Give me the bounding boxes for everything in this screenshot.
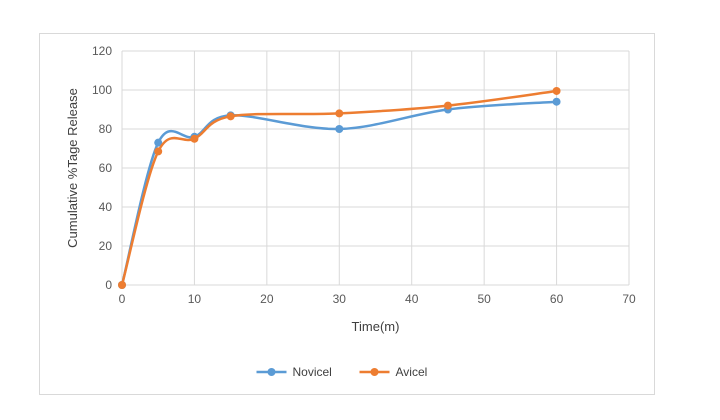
data-point-avicel-4 [335,109,344,118]
x-tick-label-0: 0 [119,292,126,306]
x-tick-label-6: 60 [550,292,564,306]
y-tick-label-5: 100 [92,83,112,97]
legend-item-avicel: Avicel [359,365,428,379]
data-point-novicel-4 [335,125,344,133]
data-point-novicel-1 [154,138,163,147]
y-tick-label-3: 60 [99,161,113,175]
legend-label-novicel: Novicel [293,365,332,379]
x-tick-label-1: 10 [188,292,202,306]
y-tick-label-0: 0 [105,278,112,292]
data-point-avicel-3 [226,112,235,121]
data-point-avicel-5 [443,101,452,110]
data-point-avicel-2 [190,134,199,143]
x-tick-label-3: 30 [333,292,347,306]
y-tick-labels: 0 20 40 60 80 100 120 [92,44,112,292]
series-avicel [118,86,561,289]
y-tick-label-2: 40 [99,200,113,214]
y-tick-label-6: 120 [92,44,112,58]
legend-swatch-marker-avicel [370,368,379,376]
data-point-avicel-1 [154,147,163,156]
x-tick-label-2: 20 [260,292,274,306]
y-tick-label-1: 20 [99,239,113,253]
legend-label-avicel: Avicel [396,365,428,379]
y-tick-label-4: 80 [99,122,113,136]
gridlines [121,50,630,286]
x-tick-label-4: 40 [405,292,419,306]
legend-item-novicel: Novicel [256,365,332,379]
legend-swatch-marker-novicel [267,368,276,376]
data-point-avicel-0 [118,281,126,289]
y-axis-title: Cumulative %Tage Release [65,88,80,248]
data-point-avicel-6 [552,86,561,95]
data-point-novicel-6 [552,97,561,106]
legend: Novicel Avicel [256,365,428,379]
chart-area [39,33,655,395]
x-tick-labels: 0 10 20 30 40 50 60 70 [119,292,636,306]
x-axis-title: Time(m) [352,319,400,334]
series-layer [118,86,561,289]
x-tick-label-7: 70 [622,292,636,306]
x-tick-label-5: 50 [477,292,491,306]
